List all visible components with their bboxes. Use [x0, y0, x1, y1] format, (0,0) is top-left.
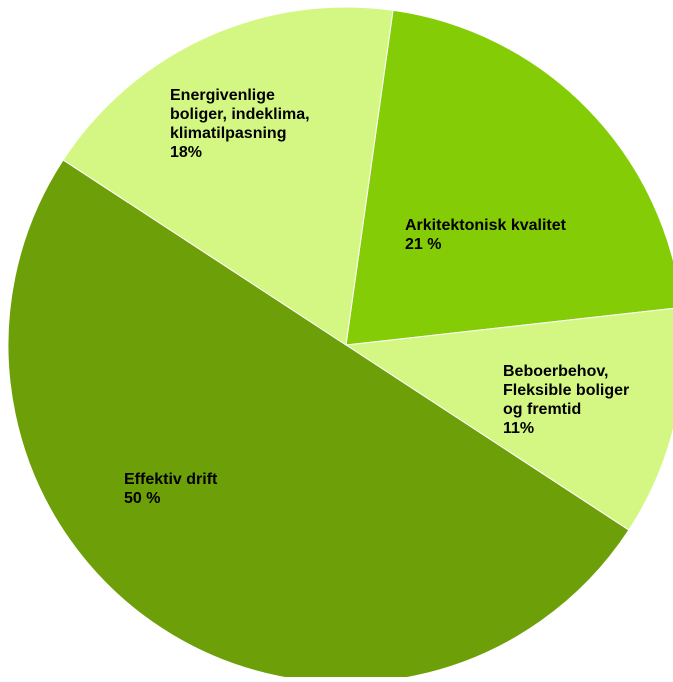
- slice-label-line: Fleksible boliger: [503, 382, 629, 399]
- labels-layer: Arkitektonisk kvalitet 21 % Beboerbehov, Fl…: [124, 87, 629, 507]
- slice-label-line: 50 %: [124, 490, 160, 507]
- slice-label-line: boliger, indeklima,: [170, 106, 310, 123]
- slice-label-line: 18%: [170, 144, 202, 161]
- pie-slice-4: [62, 6, 394, 346]
- slice-label-line: Beboerbehov,: [503, 363, 609, 380]
- slice-label-1: Arkitektonisk kvalitet 21 %: [405, 217, 567, 253]
- slice-label-line: Energivenlige: [170, 87, 275, 104]
- pie-slice-1: [345, 9, 673, 346]
- slice-label-line: klimatilpasning: [170, 125, 286, 142]
- slice-label-line: Arkitektonisk kvalitet: [405, 217, 567, 234]
- slices-layer: [7, 6, 673, 682]
- slice-label-2: Beboerbehov, Fleksible boliger og fremtid 1…: [503, 363, 629, 437]
- slice-label-line: 11%: [503, 420, 534, 437]
- slice-label-3: Effektiv drift 50 %: [124, 471, 218, 507]
- slice-label-line: 21 %: [405, 236, 441, 253]
- slice-label-line: Effektiv drift: [124, 471, 218, 488]
- pie-slice-3: [7, 159, 630, 682]
- slice-label-line: og fremtid: [503, 401, 581, 418]
- pie-slice-2: [344, 307, 673, 531]
- slice-label-4: Energivenlige boliger, indeklima, klimatil…: [170, 87, 310, 161]
